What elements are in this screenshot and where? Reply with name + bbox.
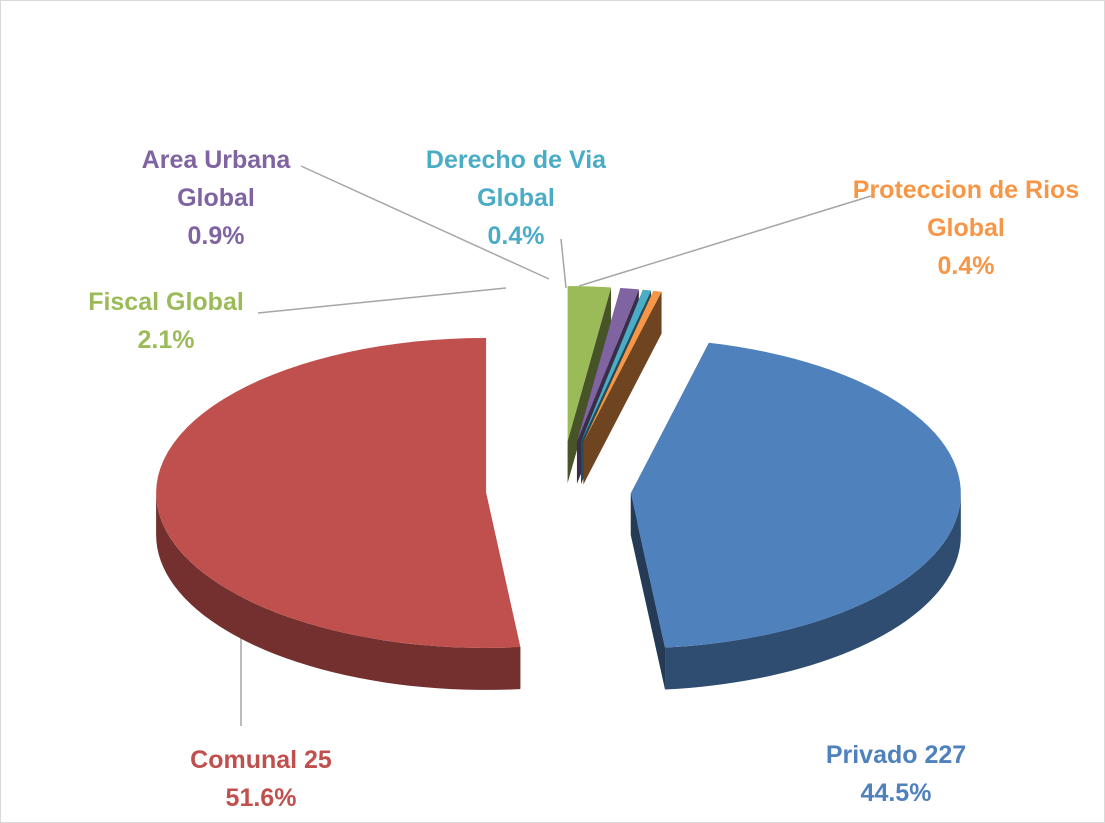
category-label: Privado 227 <box>825 741 967 769</box>
category-label: Area Urbana Global <box>141 146 291 212</box>
value-label: 2.1% <box>137 326 195 354</box>
value-label: 0.4% <box>487 222 545 250</box>
value-label: 0.9% <box>187 222 245 250</box>
leader-line <box>300 165 550 280</box>
leader-line <box>560 238 567 289</box>
slice-side <box>156 492 521 690</box>
slice <box>630 342 961 648</box>
slice-wall <box>583 291 662 485</box>
data-label: Privado 227 44.5% <box>801 736 991 812</box>
data-label: Proteccion de Rios Global 0.4% <box>851 171 1081 285</box>
slice-wall <box>630 493 666 690</box>
slice <box>580 289 652 443</box>
data-label: Area Urbana Global 0.9% <box>111 141 321 255</box>
value-label: 44.5% <box>860 779 932 807</box>
category-label: Proteccion de Rios Global <box>852 176 1080 242</box>
data-label: Comunal 25 51.6% <box>141 741 381 817</box>
data-label: Fiscal Global 2.1% <box>61 283 271 359</box>
data-label: Derecho de Via Global 0.4% <box>411 141 621 255</box>
value-label: 51.6% <box>225 784 297 812</box>
leader-line <box>578 195 872 287</box>
slice <box>583 290 662 443</box>
leader-line <box>257 287 507 314</box>
category-label: Fiscal Global <box>88 288 244 316</box>
slice <box>576 287 639 442</box>
slice <box>156 337 521 648</box>
slice-side <box>665 493 961 690</box>
slice-wall <box>567 287 612 484</box>
tops <box>156 286 961 648</box>
value-label: 0.4% <box>937 252 995 280</box>
category-label: Derecho de Via Global <box>425 146 607 212</box>
slice <box>567 286 612 442</box>
category-label: Comunal 25 <box>190 746 332 774</box>
